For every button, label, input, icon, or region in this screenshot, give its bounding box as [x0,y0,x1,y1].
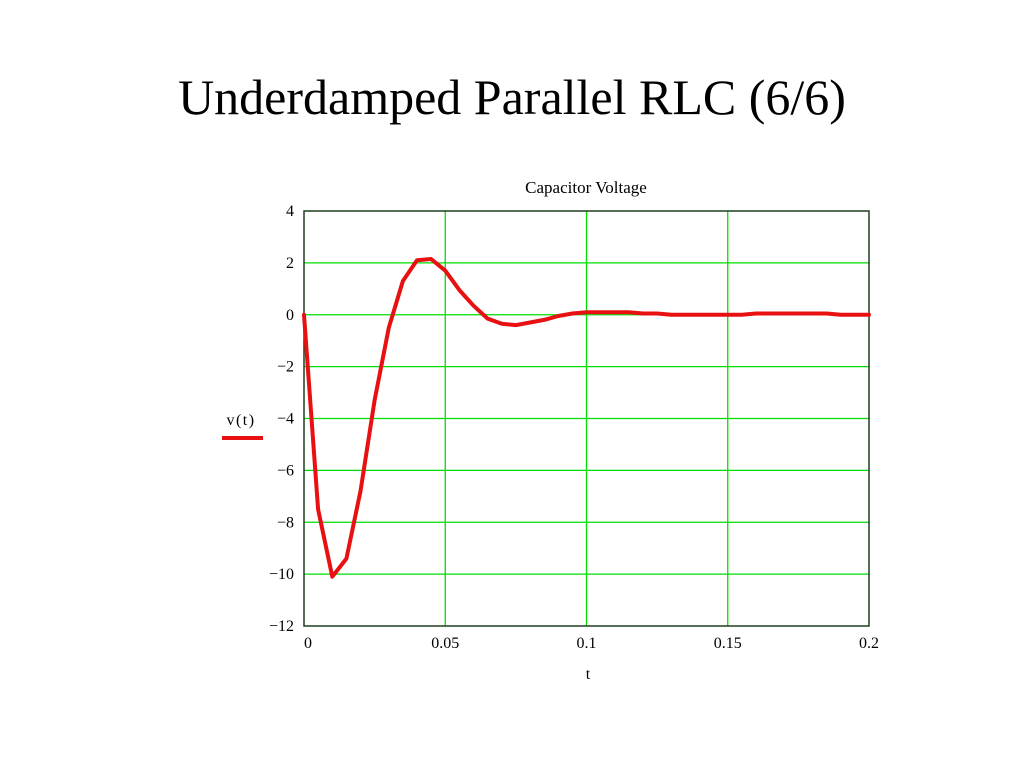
chart-title: Capacitor Voltage [525,178,647,197]
y-tick-label: −4 [277,411,294,428]
x-tick-label: 0.15 [714,635,742,652]
x-tick-label: 0.2 [859,635,879,652]
x-tick-label: 0.1 [577,635,597,652]
x-axis-label: t [586,666,591,683]
legend-label: v(t) [226,412,255,429]
x-tick-label: 0.05 [431,635,459,652]
series-line-v-t [302,257,871,579]
plot-frame [303,210,870,627]
y-tick-label: −12 [269,618,294,635]
y-tick-label: −10 [269,566,294,583]
chart-grid [304,211,869,626]
y-tick-label: 0 [286,307,294,324]
y-tick-label: −6 [277,462,294,479]
y-tick-label: −8 [277,514,294,531]
x-axis-tick-labels: 0 0.05 0.1 0.15 0.2 [304,635,879,652]
y-tick-label: 4 [286,203,294,220]
slide-title: Underdamped Parallel RLC (6/6) [178,69,846,125]
y-tick-label: 2 [286,255,294,272]
y-tick-label: −2 [277,359,294,376]
x-tick-label: 0 [304,635,312,652]
series-layer [302,257,871,579]
y-axis-tick-labels: 4 2 0 −2 −4 −6 −8 −10 −12 [269,203,294,635]
